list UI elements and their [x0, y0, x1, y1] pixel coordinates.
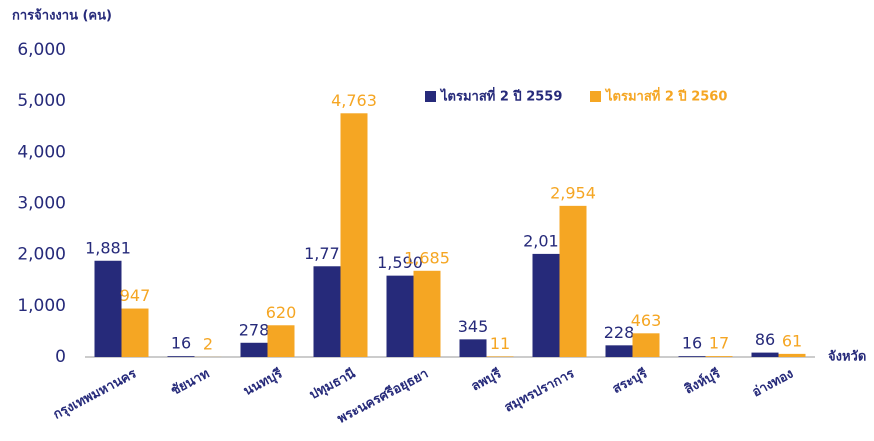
value-label: 620 — [266, 303, 297, 322]
bar — [778, 353, 806, 357]
value-label: 16 — [682, 334, 702, 353]
bar — [532, 253, 560, 357]
bar — [94, 260, 122, 357]
bar — [386, 275, 414, 357]
value-label: 228 — [604, 323, 635, 342]
bar — [459, 339, 487, 357]
y-tick-label: 3,000 — [17, 194, 66, 214]
bar — [167, 356, 195, 357]
x-tick-label: กรุงเทพมหานคร — [51, 366, 139, 422]
value-label: 86 — [755, 330, 775, 349]
x-tick-label: สมุทรปราการ — [502, 366, 577, 415]
bar — [678, 356, 706, 357]
x-axis-title: จังหวัด — [828, 350, 866, 365]
legend-label: ไตรมาสที่ 2 ปี 2560 — [604, 87, 727, 105]
bar — [486, 356, 514, 357]
bar — [121, 308, 149, 357]
y-tick-label: 6,000 — [17, 40, 66, 60]
y-tick-label: 4,000 — [17, 142, 66, 162]
y-tick-label: 0 — [55, 347, 66, 367]
x-tick-label: สระบุรี — [610, 365, 650, 397]
value-label: 1,590 — [377, 253, 423, 272]
value-label: 463 — [631, 311, 662, 330]
value-label: 345 — [458, 317, 489, 336]
value-label: 11 — [490, 334, 510, 353]
legend-swatch — [425, 91, 436, 102]
bar — [751, 352, 779, 357]
x-tick-label: ลพบุรี — [468, 365, 504, 394]
value-label: 278 — [239, 320, 270, 339]
value-label: 947 — [120, 286, 151, 305]
x-tick-label: ปทุมธานี — [307, 365, 358, 402]
value-label: 1,881 — [85, 238, 131, 257]
x-tick-label: นนทบุรี — [241, 365, 285, 399]
value-label: 2,954 — [550, 183, 596, 202]
y-tick-label: 5,000 — [17, 91, 66, 111]
legend-label: ไตรมาสที่ 2 ปี 2559 — [439, 87, 562, 105]
value-label: 4,763 — [331, 91, 377, 110]
value-label: 17 — [709, 334, 729, 353]
bar — [559, 205, 587, 357]
bar — [705, 356, 733, 357]
y-tick-label: 1,000 — [17, 296, 66, 316]
y-tick-label: 2,000 — [17, 245, 66, 265]
legend-swatch — [590, 91, 601, 102]
value-label: 1,773 — [304, 244, 350, 263]
bar — [267, 325, 295, 357]
x-tick-label: สิงห์บุรี — [682, 365, 723, 397]
x-tick-label: อ่างทอง — [750, 366, 796, 400]
value-label: 16 — [171, 334, 191, 353]
bar — [313, 266, 341, 357]
value-label: 2,015 — [523, 231, 569, 250]
value-label: 1,685 — [404, 248, 450, 267]
value-label: 61 — [782, 331, 802, 350]
bar — [340, 113, 368, 357]
x-tick-label: ชัยนาท — [169, 366, 212, 399]
bar — [632, 333, 660, 357]
bar — [413, 270, 441, 357]
y-axis-title: การจ้างงาน (คน) — [12, 8, 112, 24]
value-label: 2 — [203, 334, 213, 353]
bar — [605, 345, 633, 357]
bar — [240, 342, 268, 357]
